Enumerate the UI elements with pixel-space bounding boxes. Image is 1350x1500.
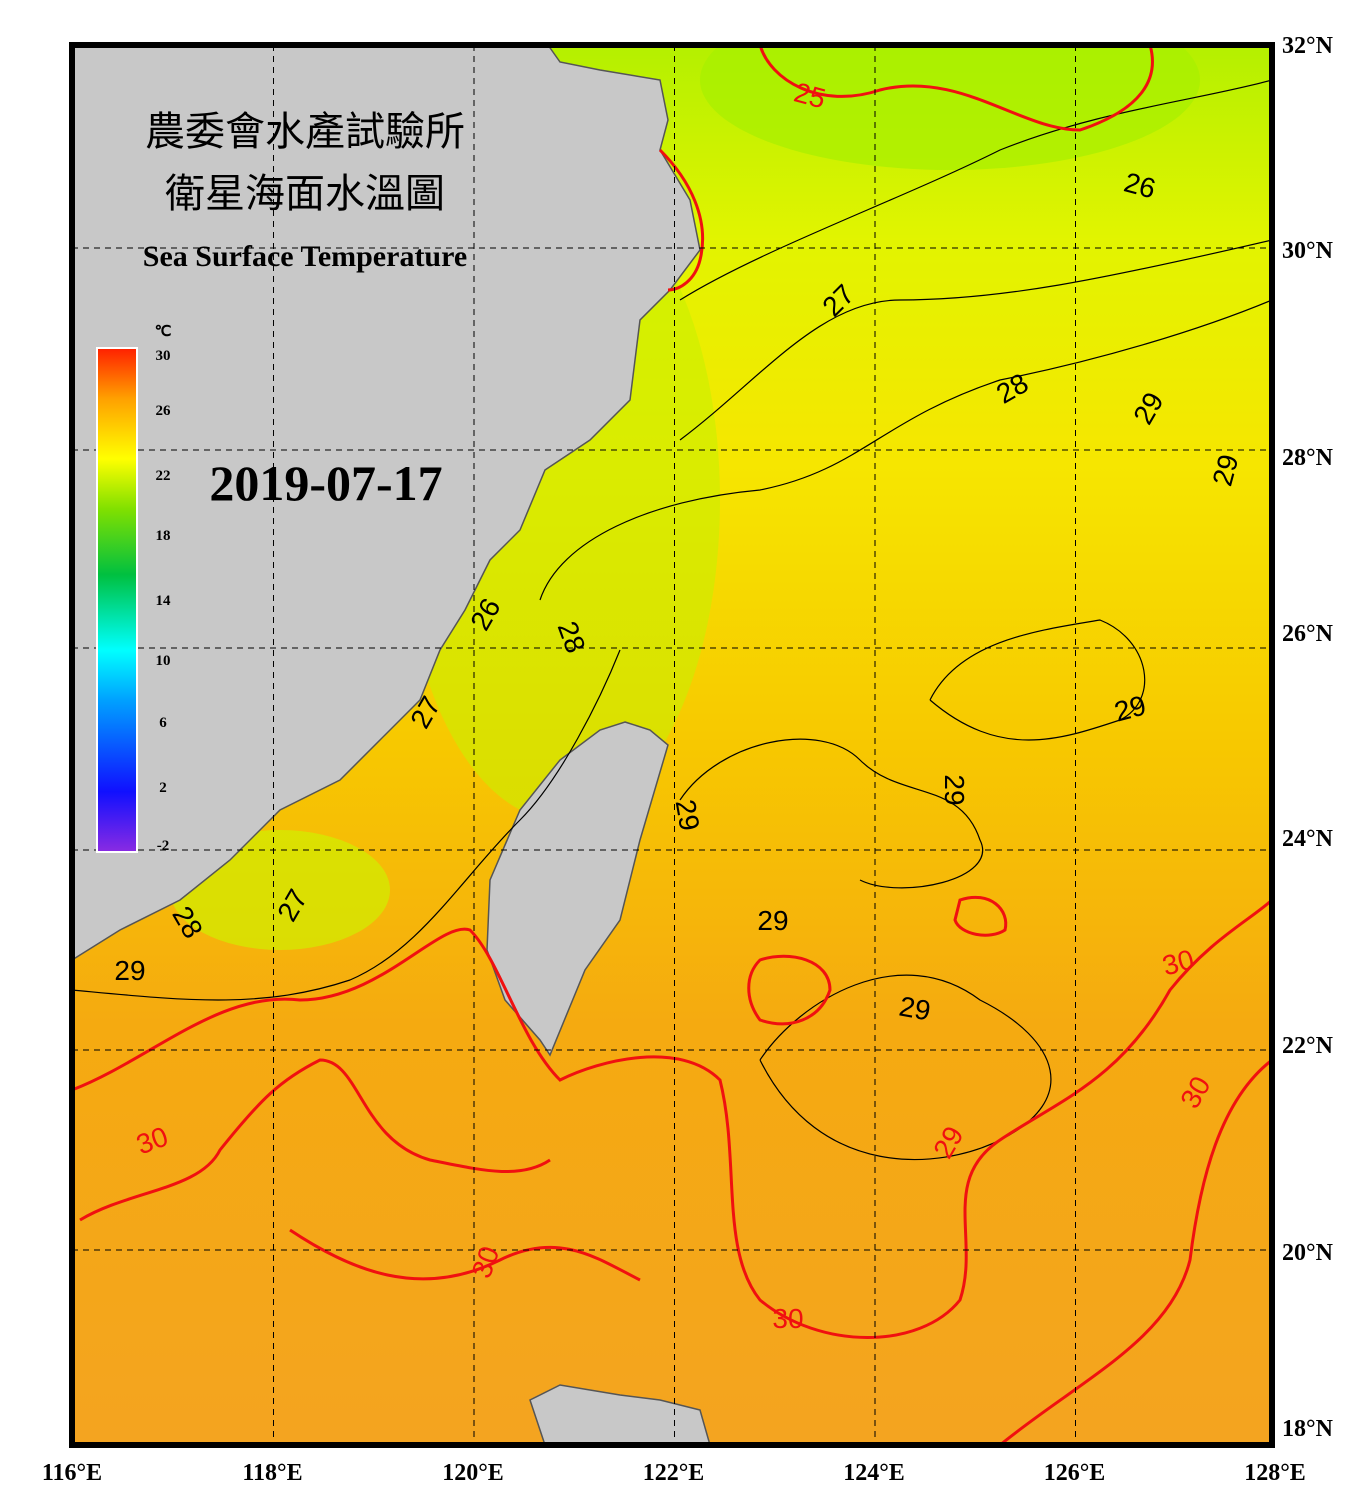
contour-label: 29 (670, 797, 706, 833)
colorbar-label: 2 (159, 780, 167, 796)
subtitle-zh: 衛星海面水溫圖 (165, 171, 445, 216)
colorbar-label: 22 (156, 468, 171, 484)
lat-label: 20°N (1282, 1240, 1334, 1266)
land-china (72, 45, 701, 961)
colorbar-label: 10 (156, 653, 171, 669)
land-taiwan (486, 721, 669, 1057)
lat-label: 24°N (1282, 826, 1334, 852)
lat-label: 32°N (1282, 33, 1334, 59)
lon-label: 120°E (442, 1460, 504, 1486)
map-frame (69, 42, 1275, 1448)
title-en: Sea Surface Temperature (143, 240, 467, 273)
lon-label: 126°E (1044, 1460, 1106, 1486)
contour-label: 29 (897, 991, 933, 1027)
lat-label: 28°N (1282, 445, 1334, 471)
annotations: 30 26 22 18 14 10 6 2 -2 32°N 30°N 28°N 26°N 24°N 22°N… (42, 33, 1334, 1486)
colorbar-unit: ℃ (155, 324, 172, 340)
colorbar-label: 26 (156, 403, 172, 419)
colorbar (96, 347, 138, 853)
grid (72, 45, 1272, 1445)
contours-red (72, 45, 1272, 1445)
lon-label: 128°E (1244, 1460, 1306, 1486)
contour-label: 30 (772, 1303, 803, 1334)
colorbar-label: 30 (156, 348, 171, 364)
lon-label: 124°E (843, 1460, 905, 1486)
land-luzon (529, 1384, 711, 1445)
contour-label: 29 (757, 905, 788, 936)
colorbar-label: 14 (156, 593, 172, 609)
lat-label: 30°N (1282, 238, 1334, 264)
date: 2019-07-17 (209, 455, 442, 511)
colorbar-label: 18 (156, 528, 171, 544)
contour-label: 29 (114, 955, 145, 986)
colorbar-label: -2 (157, 838, 170, 854)
lat-label: 22°N (1282, 1033, 1334, 1059)
contours-black (72, 79, 1272, 1161)
lon-label: 116°E (42, 1460, 102, 1486)
cool-water (700, 45, 1200, 170)
lat-label: 18°N (1282, 1416, 1334, 1442)
contour-label: 29 (939, 774, 970, 805)
title-zh: 農委會水產試驗所 (145, 109, 465, 154)
colorbar-label: 6 (159, 715, 167, 731)
lon-label: 122°E (643, 1460, 705, 1486)
lon-label: 118°E (242, 1460, 302, 1486)
lat-label: 26°N (1282, 621, 1334, 647)
